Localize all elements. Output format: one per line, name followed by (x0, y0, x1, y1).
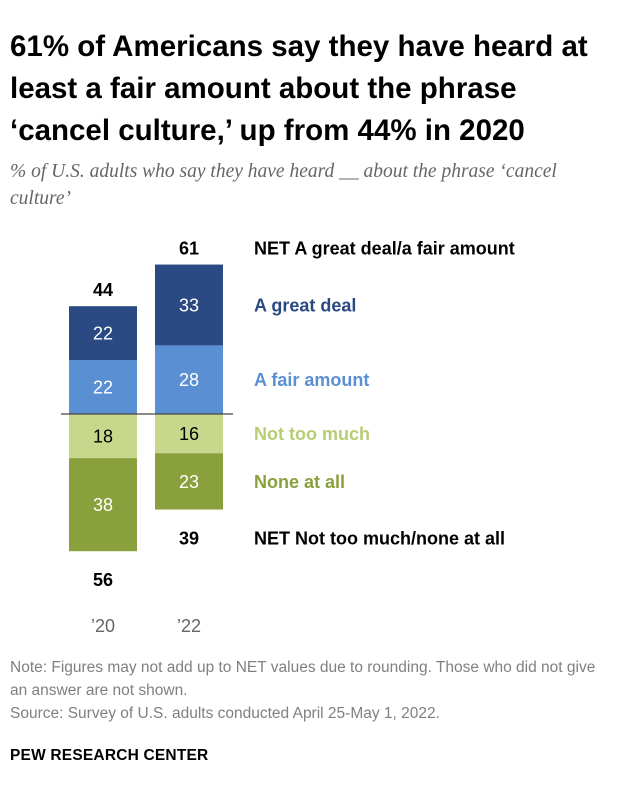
bar-value-label: 16 (179, 424, 199, 444)
bar-a-fair-amount-0 (69, 360, 137, 414)
net-positive-value: 44 (93, 280, 113, 300)
bar-value-label: 33 (179, 295, 199, 315)
bar-not-too-much-0 (69, 414, 137, 459)
legend-a-great-deal: A great deal (254, 295, 356, 315)
bar-none-at-all-0 (69, 458, 137, 552)
category-label: ’22 (177, 616, 201, 636)
bar-none-at-all-1 (155, 453, 223, 510)
bar-value-label: 18 (93, 427, 113, 447)
legend-none-at-all: None at all (254, 472, 345, 492)
labels-layer: 22 22 18 38 44 56 ’20 28 33 16 23 61 39 ’22 NET A grea… (91, 239, 515, 636)
pew-logo-text: PEW RESEARCH CENTER (10, 747, 209, 764)
bar-a-great-deal-0 (69, 306, 137, 361)
legend-a-fair-amount: A fair amount (254, 370, 369, 390)
chart-source: Source: Survey of U.S. adults conducted … (10, 705, 440, 722)
chart-note: Note: Figures may not add up to NET valu… (10, 659, 596, 699)
bar-a-great-deal-1 (155, 264, 223, 346)
chart-note-block: Note: Figures may not add up to NET valu… (10, 656, 610, 725)
bar-a-fair-amount-1 (155, 345, 223, 414)
net-positive-value: 61 (179, 239, 199, 259)
bar-value-label: 38 (93, 495, 113, 515)
legend-net-a-great-deal-a-fair-amount: NET A great deal/a fair amount (254, 239, 515, 259)
net-negative-value: 56 (93, 570, 113, 590)
bar-value-label: 28 (179, 370, 199, 390)
bar-not-too-much-1 (155, 414, 223, 454)
bars-layer (61, 264, 233, 552)
legend-net-not-too-much-none-at-all: NET Not too much/none at all (254, 529, 505, 549)
legend-not-too-much: Not too much (254, 424, 370, 444)
bar-value-label: 22 (93, 378, 113, 398)
net-negative-value: 39 (179, 529, 199, 549)
category-label: ’20 (91, 616, 115, 636)
bar-value-label: 23 (179, 472, 199, 492)
stacked-bar-chart: 22 22 18 38 44 56 ’20 28 33 16 23 61 39 ’22 NET A grea… (61, 239, 515, 636)
chart-title: 61% of Americans say they have heard at … (10, 30, 588, 147)
chart-subtitle: % of U.S. adults who say they have heard… (10, 161, 557, 209)
bar-value-label: 22 (93, 324, 113, 344)
